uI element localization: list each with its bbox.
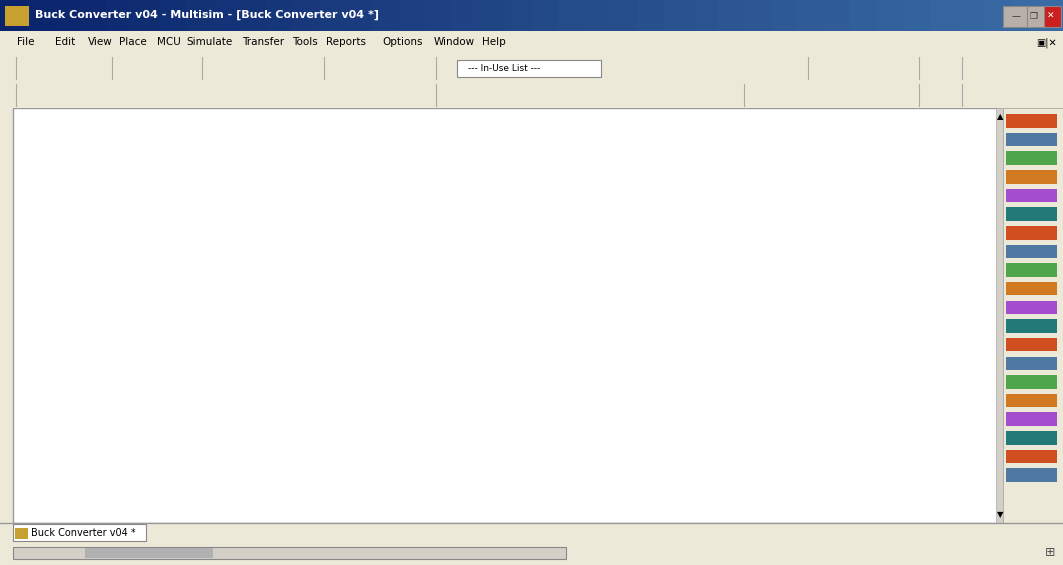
Text: Q1: Q1 [306,164,326,177]
Text: ✕: ✕ [1046,12,1054,21]
Text: 2.2kΩ: 2.2kΩ [243,292,287,305]
Text: I: I [392,309,395,322]
FancyBboxPatch shape [360,368,406,389]
Text: File: File [17,37,34,47]
Circle shape [907,423,921,434]
Circle shape [505,423,520,434]
Text: V_DC: V_DC [32,290,66,303]
Text: Window: Window [434,37,475,47]
Polygon shape [917,212,963,234]
Text: Buck Converter v04 *: Buck Converter v04 * [31,528,135,538]
Text: XCP1: XCP1 [456,165,490,178]
Circle shape [783,423,797,434]
Circle shape [783,218,797,229]
Text: I: I [392,370,395,380]
Text: Edit: Edit [55,37,75,47]
Text: +: + [369,370,378,380]
Text: DIODE: DIODE [545,323,593,336]
Text: ▣|✕: ▣|✕ [1036,37,1057,47]
Text: 4.3mH: 4.3mH [632,240,680,253]
Text: V_out: V_out [919,190,961,203]
Text: Place: Place [119,37,147,47]
Text: Buck Converter v04 - Multisim - [Buck Converter v04 *]: Buck Converter v04 - Multisim - [Buck Co… [35,10,379,20]
Text: ▲: ▲ [996,112,1003,121]
Circle shape [376,423,391,434]
Circle shape [907,218,921,229]
Circle shape [907,423,921,434]
Text: L2: L2 [673,195,691,208]
Text: ▼: ▼ [996,510,1003,519]
Text: ⊞: ⊞ [1045,546,1056,559]
Text: 36V: 36V [36,307,62,320]
Text: 47uF: 47uF [806,315,843,328]
Text: Simulate: Simulate [186,37,233,47]
Text: 400Ω: 400Ω [937,322,976,335]
Polygon shape [490,299,535,336]
Text: 2N3904: 2N3904 [288,178,345,191]
Text: 1N4004: 1N4004 [545,305,603,318]
Circle shape [505,218,520,229]
Circle shape [726,218,741,229]
Polygon shape [203,370,230,387]
FancyBboxPatch shape [538,213,564,233]
Text: C: C [293,207,299,216]
Text: Transfer: Transfer [242,37,285,47]
Text: C2: C2 [806,296,824,309]
Circle shape [783,423,797,434]
Text: Reports: Reports [326,37,367,47]
Circle shape [505,218,520,229]
Text: ❒: ❒ [1029,12,1037,21]
Text: PWM_Control: PWM_Control [198,349,291,362]
Text: Help: Help [482,37,505,47]
Circle shape [487,218,501,229]
Text: V2: V2 [425,290,444,303]
Text: MCU: MCU [157,37,181,47]
Text: D1: D1 [545,288,566,301]
Text: Tools: Tools [292,37,318,47]
Text: RG: RG [254,277,275,290]
Text: Options: Options [383,37,423,47]
Text: E: E [333,208,338,218]
Text: R4: R4 [937,303,956,316]
Circle shape [94,423,107,434]
Text: POWER_MOS_N: POWER_MOS_N [259,193,373,206]
Text: —: — [1012,12,1020,21]
Text: View: View [88,37,113,47]
Text: 1V/V: 1V/V [367,404,401,417]
Text: --- In-Use List ---: --- In-Use List --- [468,64,540,73]
Text: +: + [368,309,378,322]
Text: L_current: L_current [520,194,583,207]
